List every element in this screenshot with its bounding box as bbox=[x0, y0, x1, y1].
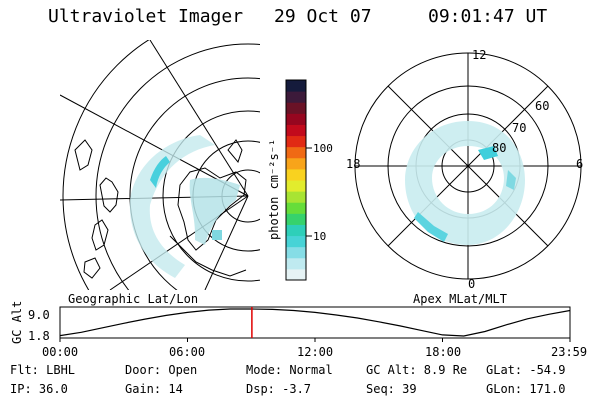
parameter-key: Dsp: bbox=[246, 382, 283, 396]
colorbar-cell bbox=[286, 213, 306, 225]
lat-circle bbox=[95, 43, 260, 290]
colorbar-frame bbox=[285, 79, 307, 281]
parameter-key: Gain: bbox=[125, 382, 169, 396]
apex-panel-label: Apex MLat/MLT bbox=[413, 292, 507, 306]
parameter-cell: GLon: 171.0 bbox=[486, 382, 565, 396]
colorbar-cell bbox=[286, 80, 306, 92]
mlat-label-70: 70 bbox=[512, 121, 526, 135]
colorbar-cell bbox=[286, 246, 306, 259]
parameter-value: -3.7 bbox=[282, 382, 312, 396]
parameter-value: Open bbox=[168, 363, 198, 377]
parameter-value: 14 bbox=[168, 382, 183, 396]
parameter-key: Mode: bbox=[246, 363, 290, 377]
colorbar-cell bbox=[286, 113, 306, 125]
parameter-value: 36.0 bbox=[38, 382, 68, 396]
x-tick-label: 23:59 bbox=[551, 345, 587, 359]
lat-circle bbox=[62, 40, 150, 290]
coastline bbox=[74, 139, 93, 171]
coastline bbox=[227, 139, 243, 164]
y-axis-label: GC Alt bbox=[10, 301, 24, 344]
parameter-key: Flt: bbox=[10, 363, 47, 377]
parameter-key: IP: bbox=[10, 382, 39, 396]
meridian-line bbox=[149, 40, 249, 197]
parameter-cell: Dsp: -3.7 bbox=[246, 382, 311, 396]
parameter-cell: IP: 36.0 bbox=[10, 382, 68, 396]
parameter-cell: Seq: 39 bbox=[366, 382, 417, 396]
mlat-label-80: 80 bbox=[492, 141, 506, 155]
aurora-oval bbox=[405, 121, 525, 245]
x-tick-label: 00:00 bbox=[42, 345, 78, 359]
mlat-label-60: 60 bbox=[535, 99, 549, 113]
colorbar-tick-label-100: 100 bbox=[313, 142, 333, 155]
parameter-value: 39 bbox=[402, 382, 417, 396]
mlt-diagonal-line bbox=[387, 85, 549, 247]
coastline bbox=[83, 257, 101, 279]
colorbar-cell bbox=[286, 235, 306, 248]
x-tick-label: 06:00 bbox=[169, 345, 205, 359]
lat-circle bbox=[129, 77, 260, 290]
parameter-cell: GC Alt: 8.9 Re bbox=[366, 363, 467, 377]
x-tick-label: 18:00 bbox=[425, 345, 461, 359]
parameter-key: Seq: bbox=[366, 382, 403, 396]
parameter-value: Normal bbox=[289, 363, 333, 377]
altitude-chart-frame bbox=[59, 306, 571, 339]
aurora-emission bbox=[129, 135, 240, 278]
parameter-key: GC Alt: bbox=[366, 363, 424, 377]
parameter-key: Door: bbox=[125, 363, 169, 377]
colorbar-cell bbox=[286, 124, 306, 137]
x-tick-label: 12:00 bbox=[297, 345, 333, 359]
observation-date: 29 Oct 07 bbox=[274, 6, 372, 27]
parameter-cell: Flt: LBHL bbox=[10, 363, 75, 377]
colorbar-cell bbox=[286, 224, 306, 237]
colorbar-cell bbox=[286, 180, 306, 192]
colorbar-cell bbox=[286, 191, 306, 203]
mlt-label-18: 18 bbox=[346, 157, 360, 171]
parameter-key: GLat: bbox=[486, 363, 530, 377]
parameter-value: -54.9 bbox=[529, 363, 566, 377]
colorbar-cell bbox=[286, 257, 306, 270]
mlt-label-6: 6 bbox=[576, 157, 583, 171]
mlt-label-0: 0 bbox=[468, 277, 475, 291]
instrument-title: Ultraviolet Imager bbox=[48, 6, 244, 27]
colorbar-cell bbox=[286, 268, 306, 281]
colorbar-unit-label: photon cm⁻²s⁻¹ bbox=[267, 139, 281, 240]
y-tick-label-top: 9.0 bbox=[28, 308, 50, 322]
parameter-cell: Mode: Normal bbox=[246, 363, 333, 377]
parameter-key: GLon: bbox=[486, 382, 530, 396]
parameter-cell: Door: Open bbox=[125, 363, 197, 377]
colorbar-cell bbox=[286, 168, 306, 181]
geographic-panel-label: Geographic Lat/Lon bbox=[68, 292, 199, 306]
colorbar-cell bbox=[286, 91, 306, 103]
observation-time: 09:01:47 UT bbox=[428, 6, 548, 27]
parameter-cell: Gain: 14 bbox=[125, 382, 183, 396]
coastline bbox=[99, 177, 119, 213]
altitude-series-line bbox=[59, 308, 571, 337]
colorbar-cell bbox=[286, 157, 306, 170]
parameter-cell: GLat: -54.9 bbox=[486, 363, 565, 377]
coastline bbox=[91, 219, 109, 251]
colorbar-cell bbox=[286, 146, 306, 159]
colorbar-tick-label-10: 10 bbox=[313, 230, 326, 243]
parameter-value: 171.0 bbox=[529, 382, 566, 396]
parameter-value: 8.9 Re bbox=[423, 363, 468, 377]
lat-circle bbox=[162, 110, 260, 282]
parameter-value: LBHL bbox=[46, 363, 76, 377]
coastline bbox=[169, 235, 247, 277]
colorbar-cell bbox=[286, 135, 306, 148]
colorbar-cell bbox=[286, 202, 306, 214]
colorbar-cell bbox=[286, 102, 306, 114]
mlt-label-12: 12 bbox=[472, 48, 486, 62]
meridian-line bbox=[204, 195, 249, 290]
coastline bbox=[177, 167, 247, 251]
y-tick-label-bottom: 1.8 bbox=[28, 329, 50, 343]
